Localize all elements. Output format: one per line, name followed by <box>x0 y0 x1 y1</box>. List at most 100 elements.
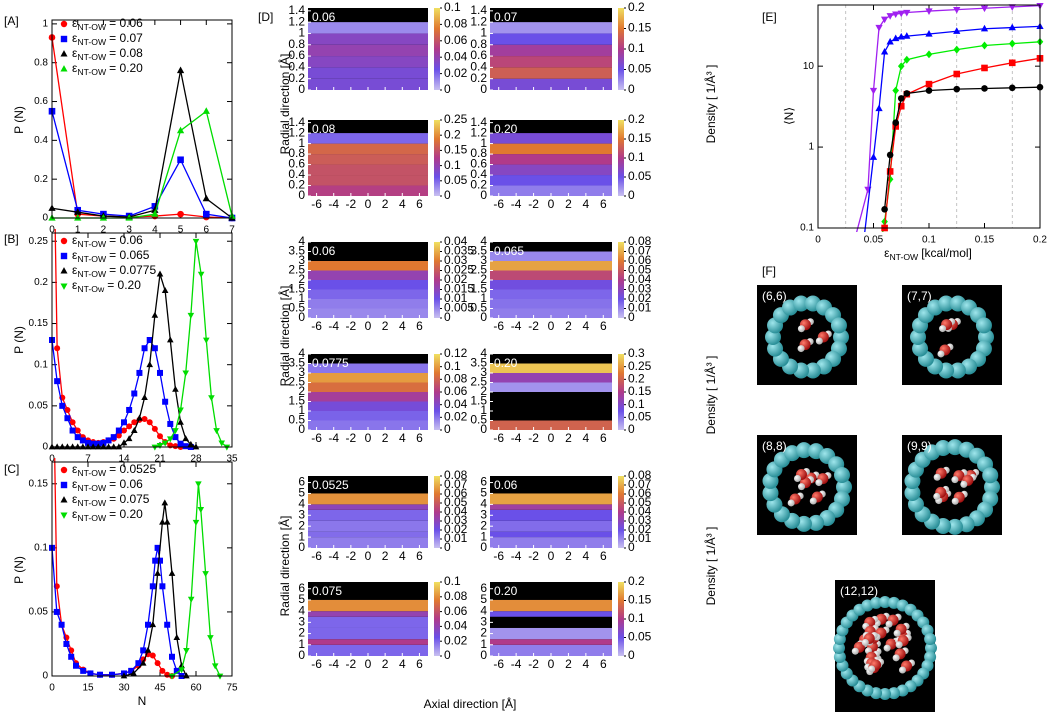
marker <box>925 8 933 15</box>
marker <box>159 583 166 590</box>
y-tick-label: 0.2 <box>288 178 305 192</box>
x-tick-label: -6 <box>311 657 322 671</box>
panel-label: [F] <box>762 264 776 278</box>
map-label: 0.08 <box>312 122 336 136</box>
marker <box>115 432 122 439</box>
colorbar-tick-label: 0.08 <box>444 17 468 31</box>
y-tick-label: 6 <box>298 475 305 489</box>
legend-label: εNT-OW = 0.07 <box>72 31 143 47</box>
y-tick-label: 2 <box>480 384 487 398</box>
marker <box>157 369 163 376</box>
marker <box>183 647 190 654</box>
marker <box>903 55 911 64</box>
legend-marker <box>60 252 68 260</box>
marker <box>130 669 137 676</box>
colorbar-tick-label: 0.04 <box>628 272 652 286</box>
y-tick-label: 1.5 <box>288 282 305 296</box>
tube-atom <box>935 440 952 457</box>
colorbar-tick-label: 0.04 <box>444 619 468 633</box>
colorbar-tick-label: 0.02 <box>444 633 468 647</box>
colorbar <box>618 582 624 656</box>
y-tick-label: 0.4 <box>288 167 305 181</box>
y-tick-label: 0.8 <box>470 146 487 160</box>
legend-label-part: NT-OW <box>77 37 107 47</box>
colorbar <box>618 8 624 90</box>
density-band <box>308 133 428 144</box>
marker <box>182 370 190 377</box>
colorbar-tick-label: 0.035 <box>444 244 474 258</box>
marker <box>953 85 961 93</box>
density-band <box>308 308 428 318</box>
x-tick-label: -6 <box>311 197 322 211</box>
marker <box>79 437 86 444</box>
density-band <box>308 509 428 521</box>
density-band <box>490 261 612 271</box>
marker <box>64 443 71 450</box>
colorbar-tick-label: 0 <box>628 188 635 202</box>
marker <box>159 518 166 525</box>
colorbar-label: Density [ 1/Å³ ] <box>703 356 718 435</box>
density-band <box>490 251 612 261</box>
colorbar-tick-label: 0.2 <box>628 112 645 126</box>
density-band <box>490 420 612 430</box>
density-band <box>308 363 428 373</box>
x-tick-label: 75 <box>226 683 238 694</box>
y-tick-label: 1.2 <box>288 14 305 28</box>
y-tick-label: 0 <box>298 648 305 662</box>
marker <box>145 621 151 628</box>
marker <box>173 633 181 640</box>
marker <box>131 390 138 397</box>
tube-atom <box>833 642 845 654</box>
x-tick-label: -4 <box>328 549 339 563</box>
marker <box>892 11 900 19</box>
marker <box>126 423 133 430</box>
marker <box>875 104 883 112</box>
x-tick-label: 7 <box>229 225 235 236</box>
marker <box>69 427 76 434</box>
marker <box>953 45 961 54</box>
density-band <box>308 44 428 57</box>
x-tick-label: 6 <box>416 319 423 333</box>
density-band <box>490 67 612 79</box>
y-tick-label: 0.2 <box>34 174 48 185</box>
y-tick-label: 1.2 <box>288 125 305 139</box>
panel-label: [C] <box>4 462 19 476</box>
colorbar-tick-label: 0.06 <box>628 253 652 267</box>
y-tick-label: 0.2 <box>470 178 487 192</box>
density-band <box>308 504 428 510</box>
marker <box>64 415 71 422</box>
x-tick-label: -6 <box>493 431 504 445</box>
density-band <box>308 520 428 532</box>
marker <box>151 206 159 213</box>
marker <box>981 85 988 92</box>
x-tick-label: -2 <box>346 319 357 333</box>
density-band <box>308 644 428 656</box>
density-band <box>490 639 612 645</box>
panel-label: [E] <box>762 10 777 24</box>
marker <box>69 443 76 450</box>
density-band <box>308 175 428 186</box>
tube-atom <box>946 518 963 535</box>
y-tick-label: 3.5 <box>470 244 487 258</box>
x-axis-label-part: NT-OW <box>889 252 919 262</box>
marker <box>110 443 118 450</box>
tube-atom <box>975 317 992 334</box>
marker <box>136 414 143 421</box>
marker <box>178 667 185 674</box>
series-line <box>883 57 1041 229</box>
marker <box>125 214 133 221</box>
y-tick-label: 1.4 <box>470 115 487 129</box>
x-tick-label: 21 <box>154 454 166 465</box>
marker <box>211 663 219 670</box>
colorbar <box>434 582 440 656</box>
legend-label-part: ε <box>72 278 78 292</box>
legend-label: εNT-OW = 0.20 <box>72 507 143 523</box>
x-tick-label: 4 <box>399 319 406 333</box>
marker <box>89 443 97 450</box>
x-tick-label: 0 <box>548 431 555 445</box>
marker <box>172 434 179 441</box>
legend-marker <box>60 466 68 474</box>
y-tick-label: 1.4 <box>470 3 487 17</box>
marker <box>177 407 184 414</box>
density-band <box>308 537 428 548</box>
